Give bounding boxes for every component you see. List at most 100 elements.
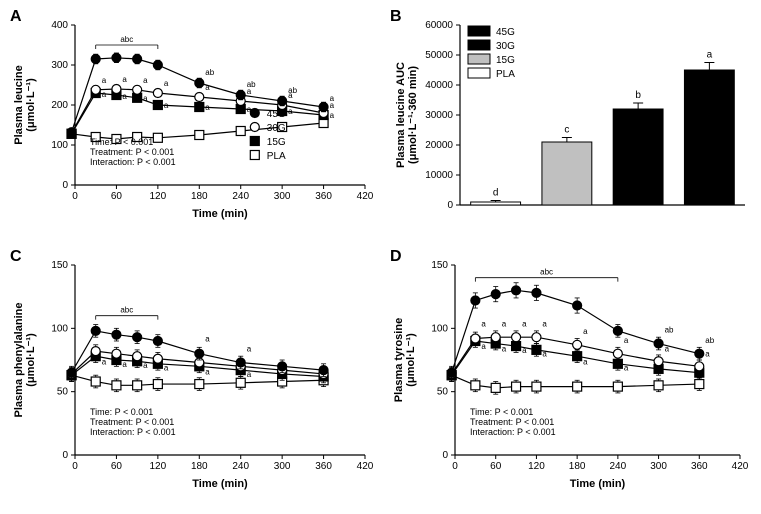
ytick: 100 — [431, 323, 448, 334]
ytick: 50000 — [425, 50, 453, 61]
panel-label: B — [390, 8, 402, 25]
xtick: 180 — [191, 461, 208, 472]
xtick: 180 — [191, 191, 208, 202]
sig-letter: a — [624, 364, 629, 373]
ylabel: (μmol·L⁻¹) — [25, 333, 37, 387]
legend-item: 15G — [496, 55, 515, 66]
xtick: 360 — [315, 191, 332, 202]
xtick: 0 — [452, 461, 458, 472]
xtick: 360 — [315, 461, 332, 472]
stats-line: Interaction: P < 0.001 — [90, 427, 176, 437]
sig-letter: a — [205, 103, 210, 112]
xtick: 60 — [490, 461, 502, 472]
ylabel: Plasma tyrosine — [393, 318, 405, 402]
legend-item: 45G — [267, 109, 286, 120]
ytick: 100 — [51, 140, 68, 151]
ytick: 60000 — [425, 20, 453, 31]
xtick: 300 — [274, 191, 291, 202]
ylabel: Plasma phenylalanine — [13, 303, 25, 418]
legend-item: 30G — [267, 123, 286, 134]
ytick: 30000 — [425, 110, 453, 121]
panel-panelC: C060120180240300360420050100150abcaaaaaa… — [10, 248, 374, 490]
legend-swatch — [468, 26, 490, 36]
sig-letter: a — [705, 350, 710, 359]
legend-swatch — [468, 68, 490, 78]
panel-label: D — [390, 248, 402, 265]
legend-item: 45G — [496, 27, 515, 38]
sig-letter: a — [542, 319, 547, 328]
xtick: 0 — [72, 191, 78, 202]
ytick: 10000 — [425, 170, 453, 181]
ytick: 100 — [51, 323, 68, 334]
sig-letter: a — [624, 336, 629, 345]
ytick: 40000 — [425, 80, 453, 91]
xtick: 180 — [569, 461, 586, 472]
ytick: 0 — [442, 450, 448, 461]
ytick: 0 — [62, 450, 68, 461]
stats-line: Time: P < 0.001 — [90, 407, 153, 417]
ytick: 0 — [62, 180, 68, 191]
sig-letter: a — [542, 350, 547, 359]
sig-letter: a — [330, 111, 335, 120]
stats-line: Time: P < 0.001 — [470, 407, 533, 417]
sig-letter: ab — [205, 68, 214, 77]
ytick: 0 — [447, 200, 453, 211]
sig-letter: a — [122, 92, 127, 101]
bar-letter: b — [635, 90, 641, 101]
sig-letter: a — [502, 319, 507, 328]
sig-letter: ab — [705, 336, 714, 345]
sig-letter: a — [247, 345, 252, 354]
sig-letter: a — [481, 342, 486, 351]
ytick: 300 — [51, 60, 68, 71]
sig-letter: a — [205, 83, 210, 92]
legend-swatch — [468, 54, 490, 64]
legend-item: 30G — [496, 41, 515, 52]
sig-letter: a — [122, 75, 127, 84]
stats-line: Treatment: P < 0.001 — [90, 147, 174, 157]
stats-line: Treatment: P < 0.001 — [470, 417, 554, 427]
sig-letter: a — [247, 87, 252, 96]
sig-letter: a — [205, 367, 210, 376]
xtick: 120 — [528, 461, 545, 472]
xtick: 0 — [72, 461, 78, 472]
sig-letter: a — [522, 319, 527, 328]
sig-letter: a — [143, 94, 148, 103]
sig-letter: a — [583, 357, 588, 366]
bar-letter: a — [707, 50, 713, 61]
stats-line: Treatment: P < 0.001 — [90, 417, 174, 427]
sig-letter: a — [247, 370, 252, 379]
ylabel: (μmol·L⁻¹) — [25, 78, 37, 132]
sig-letter: a — [122, 360, 127, 369]
ylabel: (μmol·L⁻¹) — [405, 333, 417, 387]
bar-30G — [613, 109, 663, 205]
xlabel: Time (min) — [192, 208, 248, 220]
ylabel: Plasma leucine AUC — [395, 62, 407, 168]
bar-letter: d — [493, 188, 499, 199]
xtick: 300 — [274, 461, 291, 472]
sig-letter: a — [164, 364, 169, 373]
bar-PLA — [471, 202, 521, 205]
xtick: 240 — [232, 461, 249, 472]
bar-45G — [684, 70, 734, 205]
stats-line: Time: P < 0.001 — [90, 137, 153, 147]
sig-letter: a — [481, 319, 486, 328]
ylabel: (μmol·L⁻¹·360 min) — [407, 66, 419, 164]
ytick: 400 — [51, 20, 68, 31]
ytick: 50 — [57, 387, 69, 398]
ylabel: Plasma leucine — [13, 65, 25, 145]
legend-item: PLA — [496, 69, 515, 80]
figure-root: A0601201802403003604200100200300400abcab… — [0, 0, 761, 514]
ytick: 20000 — [425, 140, 453, 151]
sig-letter: a — [102, 90, 107, 99]
ytick: 200 — [51, 100, 68, 111]
sig-letter: a — [583, 327, 588, 336]
sig-letter: a — [102, 357, 107, 366]
sig-bar-label: abc — [540, 268, 553, 277]
bar-15G — [542, 142, 592, 205]
sig-letter: a — [164, 79, 169, 88]
legend-item: 15G — [267, 137, 286, 148]
legend-swatch — [468, 40, 490, 50]
bar-letter: c — [564, 125, 569, 136]
sig-letter: a — [102, 76, 107, 85]
xtick: 60 — [111, 461, 123, 472]
